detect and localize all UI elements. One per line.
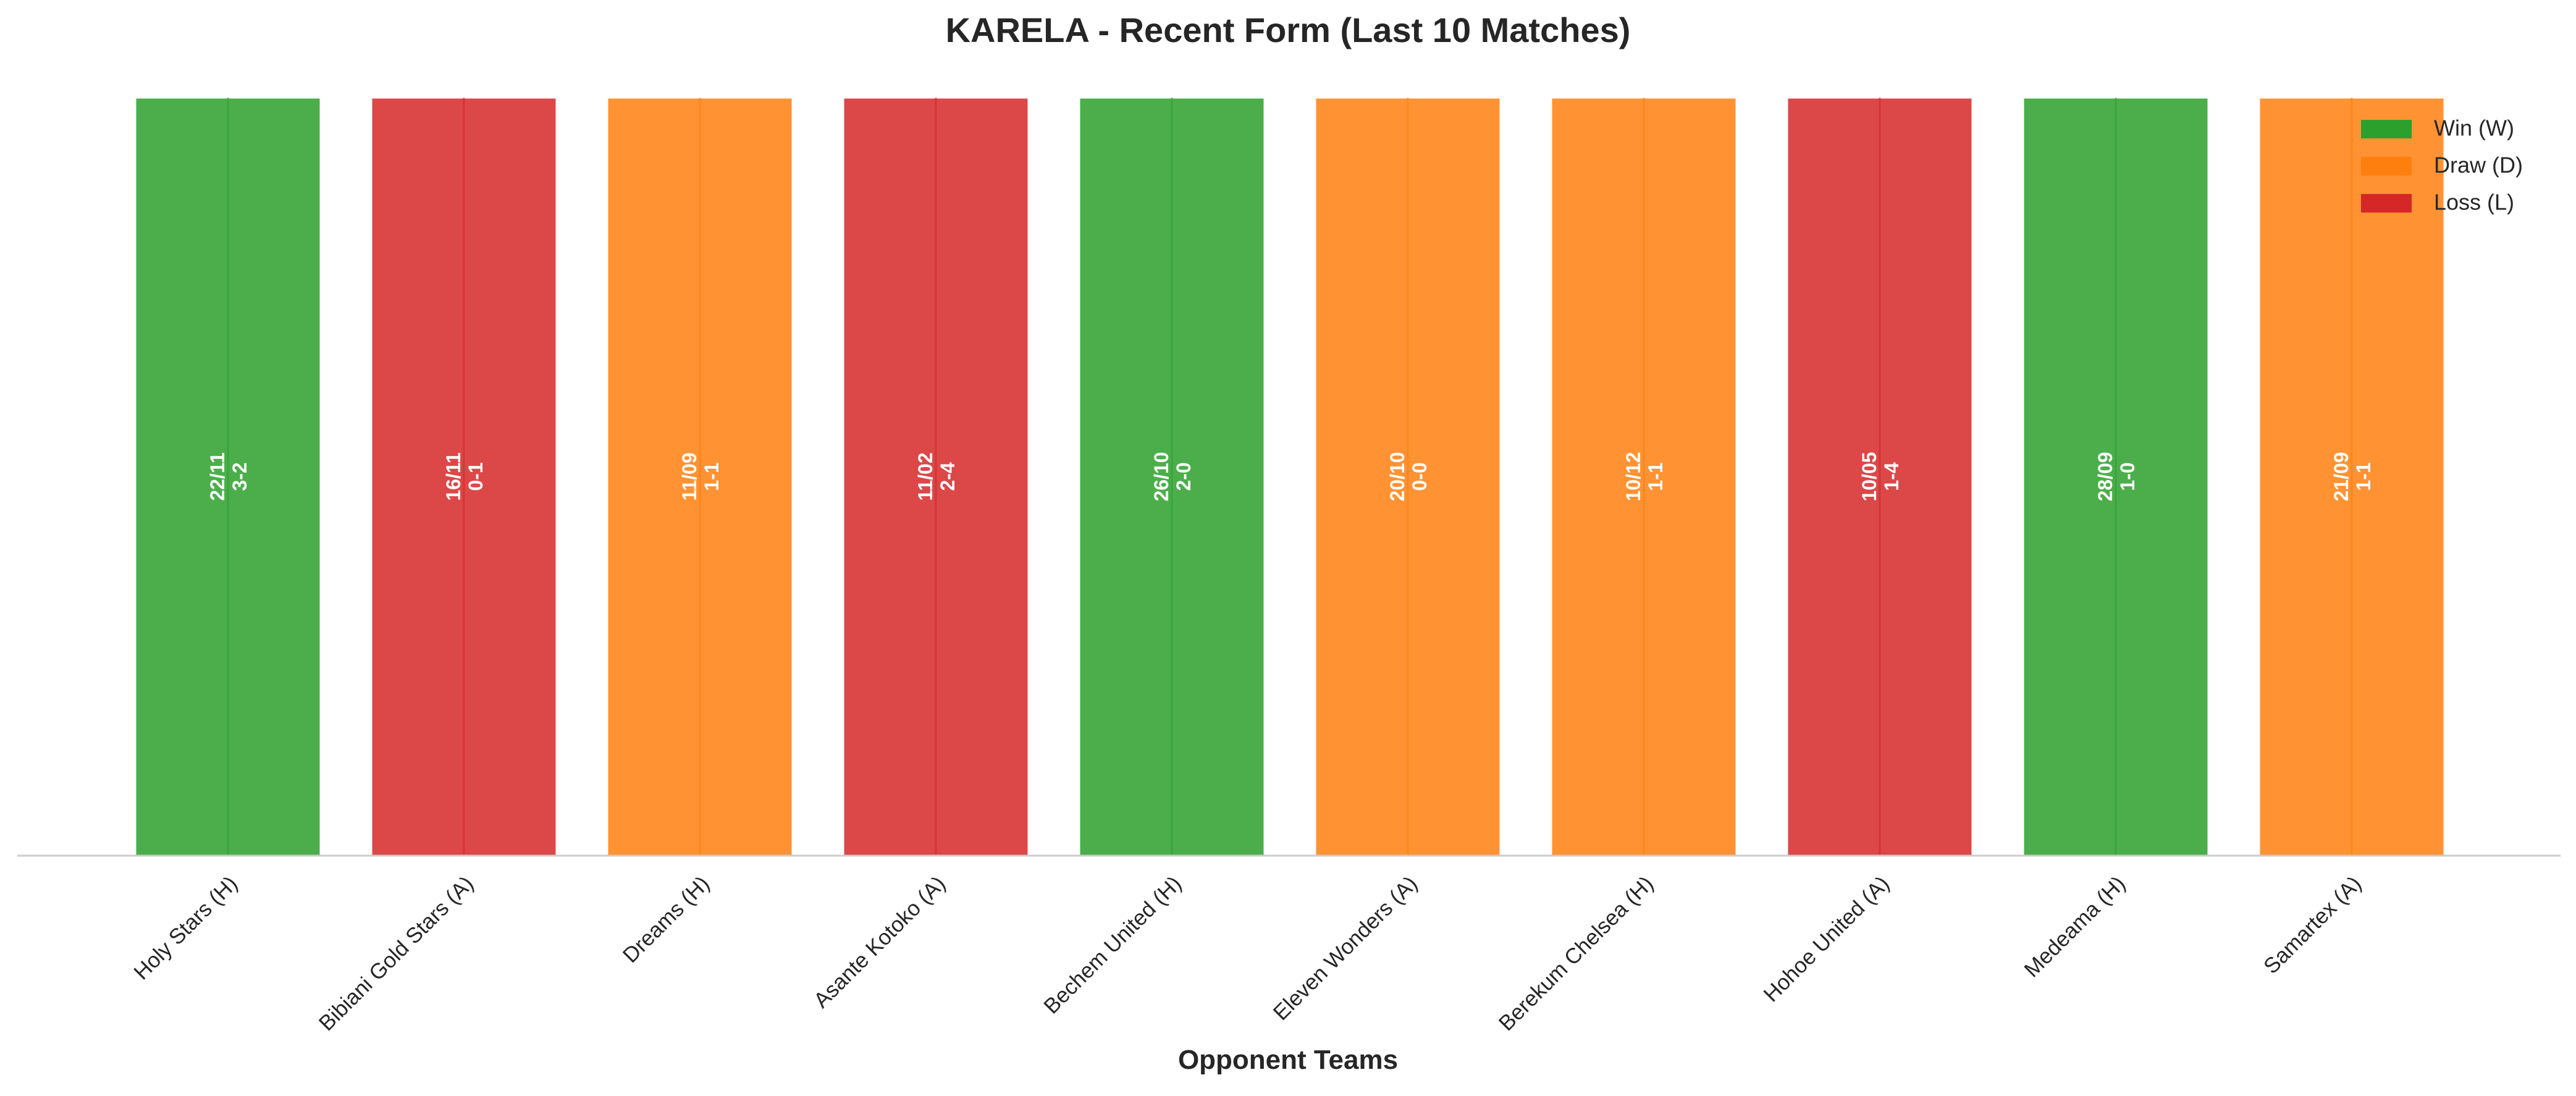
legend-label: Loss (L) xyxy=(2434,190,2514,215)
bar-score-label: 0-0 xyxy=(1408,462,1431,491)
bar-group: 11/022-4 xyxy=(842,96,1030,857)
bar-data-label: 22/113-2 xyxy=(206,452,251,500)
bar-data-label: 16/110-1 xyxy=(442,452,487,500)
bar-group: 20/100-0 xyxy=(1314,96,1502,857)
legend-item: Win (W) xyxy=(2361,116,2514,141)
bar-date-label: 20/10 xyxy=(1386,452,1408,501)
bar-group: 10/121-1 xyxy=(1550,96,1738,857)
x-tick-label: Eleven Wonders (A) xyxy=(1269,872,1423,1026)
legend-swatch xyxy=(2361,157,2412,175)
x-tick-label: Samartex (A) xyxy=(2259,872,2366,979)
x-tick-label: Berekum Chelsea (H) xyxy=(1494,872,1659,1036)
bar-date-label: 22/11 xyxy=(206,452,229,500)
bar-score-label: 2-4 xyxy=(937,462,959,491)
bar-score-label: 0-1 xyxy=(465,462,487,491)
x-axis-label: Opponent Teams xyxy=(1178,1045,1398,1075)
bar-date-label: 10/12 xyxy=(1622,452,1644,501)
bar-group: 16/110-1 xyxy=(370,96,558,857)
bar-group: 26/102-0 xyxy=(1078,96,1266,857)
bars-group: 22/113-2 16/110-1 11/091-1 11/022-4 26/102-0… xyxy=(134,96,2446,857)
x-tick-label: Bibiani Gold Stars (A) xyxy=(314,872,479,1036)
bar-group: 10/051-4 xyxy=(1786,96,1974,857)
bar-date-label: 10/05 xyxy=(1858,452,1880,501)
bar-date-label: 16/11 xyxy=(442,452,465,500)
bar-data-label: 11/022-4 xyxy=(914,452,959,500)
x-tick-label: Holy Stars (H) xyxy=(129,872,242,985)
bar-data-label: 10/051-4 xyxy=(1858,452,1903,501)
bar-date-label: 28/09 xyxy=(2094,452,2116,501)
bar-score-label: 1-1 xyxy=(1644,462,1667,491)
bar-data-label: 10/121-1 xyxy=(1622,452,1667,501)
bar-group: 28/091-0 xyxy=(2022,96,2210,857)
legend: Win (W) Draw (D) Loss (L) xyxy=(2361,116,2523,215)
bar-date-label: 11/02 xyxy=(914,452,937,500)
bar-group: 22/113-2 xyxy=(134,96,322,857)
chart-title: KARELA - Recent Form (Last 10 Matches) xyxy=(946,11,1631,49)
bar-score-label: 1-4 xyxy=(1880,462,1903,491)
legend-item: Draw (D) xyxy=(2361,153,2523,178)
bar-score-label: 1-1 xyxy=(2352,462,2375,491)
x-tick-label: Asante Kotoko (A) xyxy=(809,872,950,1013)
x-tick-label: Dreams (H) xyxy=(618,872,714,967)
legend-label: Win (W) xyxy=(2434,116,2514,141)
bar-data-label: 26/102-0 xyxy=(1150,452,1195,501)
legend-label: Draw (D) xyxy=(2434,153,2523,178)
bar-score-label: 3-2 xyxy=(229,462,251,491)
bar-data-label: 20/100-0 xyxy=(1386,452,1431,501)
legend-swatch xyxy=(2361,194,2412,213)
bar-score-label: 1-0 xyxy=(2116,462,2139,491)
x-tick-label: Medeama (H) xyxy=(2019,872,2130,982)
bar-score-label: 1-1 xyxy=(701,462,723,491)
bar-data-label: 21/091-1 xyxy=(2330,452,2375,501)
bar-score-label: 2-0 xyxy=(1172,462,1195,491)
bar-date-label: 26/10 xyxy=(1150,452,1172,501)
bar-date-label: 21/09 xyxy=(2330,452,2352,501)
bar-group: 21/091-1 xyxy=(2258,96,2446,857)
x-tick-labels: Holy Stars (H) Bibiani Gold Stars (A) Drea… xyxy=(129,872,2366,1036)
bar-data-label: 11/091-1 xyxy=(678,452,723,500)
x-tick-label: Hohoe United (A) xyxy=(1759,872,1894,1007)
bar-group: 11/091-1 xyxy=(606,96,794,857)
x-tick-label: Bechem United (H) xyxy=(1039,872,1186,1019)
bar-date-label: 11/09 xyxy=(678,452,701,500)
bar-data-label: 28/091-0 xyxy=(2094,452,2139,501)
legend-item: Loss (L) xyxy=(2361,190,2514,215)
legend-swatch xyxy=(2361,120,2412,138)
